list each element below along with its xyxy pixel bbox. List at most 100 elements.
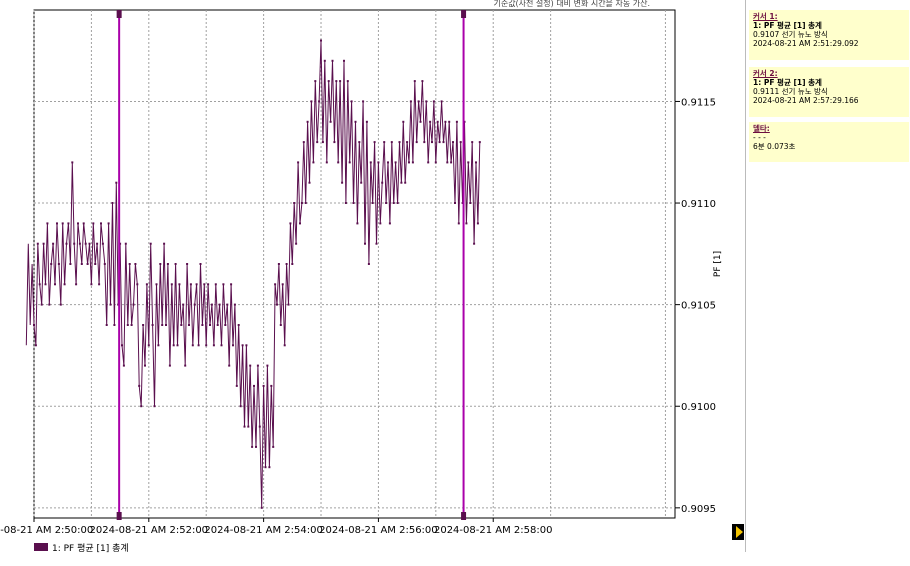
cursor-2-handle-top[interactable] — [461, 10, 467, 18]
data-point — [335, 80, 338, 83]
data-point — [155, 283, 158, 286]
data-point — [318, 100, 321, 103]
data-point — [375, 242, 378, 245]
data-point — [381, 181, 384, 184]
data-point — [52, 242, 55, 245]
cursor2-series: 1: PF 평균 [1] 총계 — [753, 78, 822, 87]
data-point — [214, 283, 217, 286]
data-point — [404, 181, 407, 184]
data-point — [325, 161, 328, 164]
data-point — [249, 364, 252, 367]
data-point — [172, 344, 175, 347]
data-point — [71, 161, 74, 164]
data-point — [142, 324, 145, 326]
data-point — [94, 263, 97, 265]
data-point — [427, 161, 430, 164]
data-point — [331, 59, 334, 62]
data-point — [253, 384, 255, 387]
data-point — [197, 344, 200, 347]
data-point — [151, 324, 154, 326]
data-point — [369, 161, 372, 164]
data-point — [186, 263, 189, 265]
delta-dash: - - - — [753, 133, 766, 142]
data-point — [241, 344, 244, 347]
data-point — [235, 384, 238, 387]
data-point — [478, 141, 481, 144]
data-point — [316, 141, 319, 144]
data-point — [147, 344, 150, 347]
data-point — [67, 222, 70, 225]
data-point — [339, 80, 342, 83]
data-point — [268, 466, 271, 469]
cursor-1-handle-top[interactable] — [116, 10, 122, 18]
data-point — [132, 303, 135, 306]
data-point — [348, 161, 351, 164]
data-point — [329, 120, 332, 123]
y-tick-label: 0.9100 — [681, 402, 716, 413]
data-point — [180, 324, 183, 326]
data-point — [438, 141, 441, 144]
data-point — [149, 242, 152, 245]
data-point — [121, 344, 123, 347]
data-point — [239, 405, 242, 408]
data-point — [195, 283, 198, 286]
data-point — [350, 100, 353, 103]
data-point — [80, 263, 83, 265]
data-point — [314, 80, 317, 83]
data-point — [109, 303, 112, 306]
play-arrow-icon[interactable] — [732, 524, 744, 540]
data-point — [415, 141, 418, 144]
data-point — [327, 80, 330, 83]
data-point — [354, 120, 357, 123]
cursors[interactable] — [116, 10, 467, 520]
data-point — [69, 263, 72, 265]
cursor-2-handle-bottom[interactable] — [461, 512, 467, 520]
y-axis-label: PF [1] — [713, 251, 723, 277]
data-point — [333, 141, 336, 144]
legend-swatch — [34, 543, 48, 551]
data-point — [285, 263, 288, 265]
data-point — [210, 303, 213, 306]
data-point — [54, 283, 56, 286]
data-point — [448, 120, 451, 123]
data-point — [283, 344, 286, 347]
data-point — [352, 202, 355, 204]
data-point — [48, 303, 51, 306]
data-point — [111, 202, 114, 204]
data-point — [245, 344, 248, 347]
chart[interactable]: 기준값(사전 설정) 대비 변화 시간을 자동 가산. 0.9095 0.9100… — [0, 0, 745, 566]
data-point — [312, 161, 315, 164]
cursor-1-handle-bottom[interactable] — [116, 512, 122, 520]
data-point — [408, 161, 410, 164]
y-tick-label: 0.9095 — [681, 504, 716, 515]
data-point — [277, 263, 280, 265]
data-point — [392, 202, 395, 204]
data-point — [50, 263, 53, 265]
data-point — [75, 283, 78, 286]
panel-divider — [745, 0, 746, 552]
data-point — [364, 242, 366, 245]
series-line — [25, 39, 481, 509]
plot-area[interactable] — [33, 9, 676, 519]
data-point — [157, 344, 160, 347]
data-point — [78, 242, 81, 245]
data-point — [440, 100, 443, 103]
cursor1-series: 1: PF 평균 [1] 총계 — [753, 21, 822, 30]
data-point — [454, 202, 456, 204]
data-point — [159, 263, 162, 265]
cursor2-value: 0.9111 선기 뉴노 방식 — [753, 87, 828, 96]
data-point — [457, 222, 460, 225]
data-point — [260, 506, 263, 509]
data-point — [165, 324, 167, 326]
data-point — [122, 364, 125, 367]
data-point — [394, 161, 397, 164]
y-tick-label: 0.9105 — [681, 301, 716, 312]
data-point — [371, 202, 374, 204]
data-point — [434, 161, 437, 164]
data-point — [379, 222, 382, 225]
data-point — [218, 303, 221, 306]
data-point — [293, 202, 296, 204]
data-point — [256, 364, 259, 367]
data-point — [276, 303, 278, 306]
data-point — [383, 141, 386, 144]
